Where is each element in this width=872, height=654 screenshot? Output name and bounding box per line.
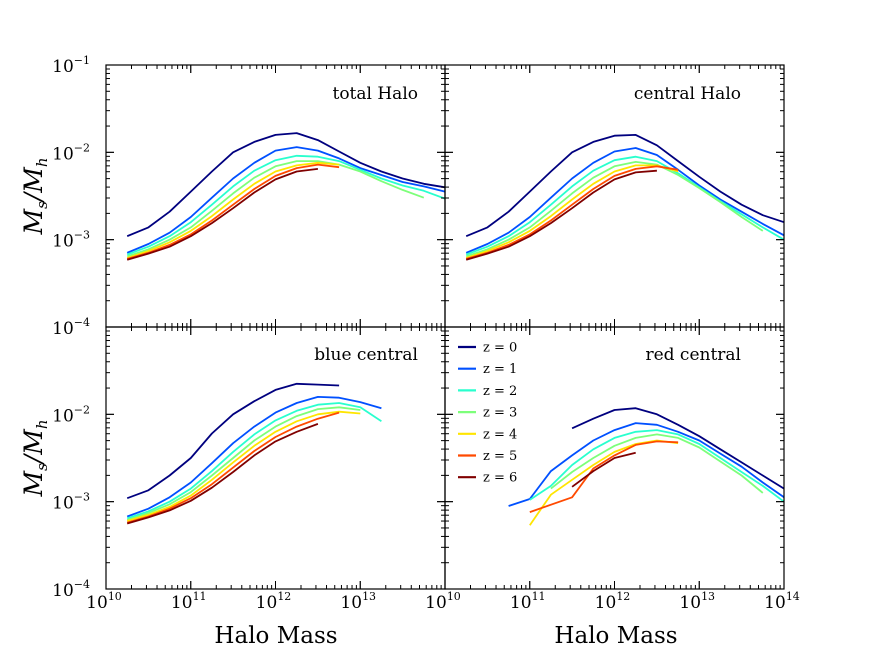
y-tick-label: 10−1 [52, 54, 90, 77]
series-line-z-3 [550, 433, 764, 494]
y-tick-label: 10−3 [52, 491, 90, 514]
series-line-z-3 [126, 406, 361, 521]
series-line-z-0 [126, 132, 446, 238]
panel-frame [105, 64, 446, 328]
series-line-z-1 [126, 395, 382, 518]
panel-title: blue central [314, 345, 418, 365]
y-tick-label: 10−3 [52, 229, 90, 252]
series-line-z-2 [126, 154, 446, 256]
y-tick-label: 10−4 [52, 578, 90, 601]
series-line-z-6 [126, 168, 319, 261]
legend-label: z = 5 [483, 449, 517, 464]
x-tick-label: 1014 [764, 590, 800, 613]
series-line-z-4 [529, 439, 679, 526]
x-tick-label: 1012 [595, 590, 631, 613]
panel-0-axes [105, 64, 446, 328]
x-tick-label: 1013 [679, 590, 715, 613]
x-tick-label: 1011 [171, 590, 207, 613]
series-line-z-5 [529, 440, 679, 513]
series-line-z-5 [126, 163, 340, 260]
x-tick-label: 1011 [510, 590, 546, 613]
series-line-z-6 [126, 423, 319, 525]
panel-1-axes [444, 64, 785, 328]
panel-title: total Halo [332, 84, 418, 104]
panel-frame [105, 326, 446, 590]
panel-1-series [465, 133, 785, 261]
y-tick-label: 10−4 [52, 316, 90, 339]
series-line-z-1 [508, 422, 785, 507]
panel-3-series [508, 407, 785, 526]
panel-2-axes [105, 326, 446, 590]
series-line-z-1 [465, 147, 785, 254]
panel-2-series [126, 382, 382, 525]
series-line-z-6 [465, 169, 657, 261]
y-axis-label: Ms/Mh [19, 157, 51, 235]
series-line-z-3 [465, 160, 764, 258]
legend: z = 0 z = 1 z = 2 z = 3 z = 4 z = 5 z = 6 [458, 341, 517, 486]
legend-label: z = 3 [483, 406, 517, 421]
x-axis-label: Halo Mass [214, 623, 337, 649]
panel-frame [444, 64, 785, 328]
x-axis-label: Halo Mass [554, 623, 677, 649]
x-tick-label: 1010 [86, 590, 122, 613]
series-line-z-4 [126, 410, 361, 522]
y-tick-label: 10−2 [52, 403, 90, 426]
series-line-z-5 [126, 411, 340, 524]
panel-3-axes [444, 326, 785, 590]
x-tick-label: 1010 [425, 590, 461, 613]
legend-label: z = 2 [483, 384, 517, 399]
series-line-z-2 [126, 402, 382, 520]
series-line-z-0 [571, 407, 785, 490]
series-line-z-4 [465, 164, 679, 259]
series-line-z-1 [126, 146, 446, 254]
series-line-z-5 [465, 165, 679, 260]
panel-0-series [126, 132, 446, 261]
panel-title: red central [645, 345, 741, 365]
series-line-z-3 [126, 160, 425, 258]
series-line-z-4 [126, 161, 340, 259]
series-line-z-0 [465, 133, 785, 238]
series-line-z-2 [529, 429, 785, 503]
panel-frame [444, 326, 785, 590]
legend-label: z = 4 [483, 427, 517, 442]
x-tick-label: 1012 [256, 590, 292, 613]
legend-label: z = 1 [483, 362, 517, 377]
x-tick-label: 1013 [340, 590, 376, 613]
legend-label: z = 6 [483, 471, 517, 486]
panel-title: central Halo [634, 84, 741, 104]
legend-label: z = 0 [483, 341, 517, 356]
series-line-z-0 [126, 382, 340, 500]
y-tick-label: 10−2 [52, 141, 90, 164]
series-line-z-6 [571, 451, 636, 488]
y-axis-label: Ms/Mh [19, 419, 51, 497]
series-line-z-2 [465, 155, 785, 256]
